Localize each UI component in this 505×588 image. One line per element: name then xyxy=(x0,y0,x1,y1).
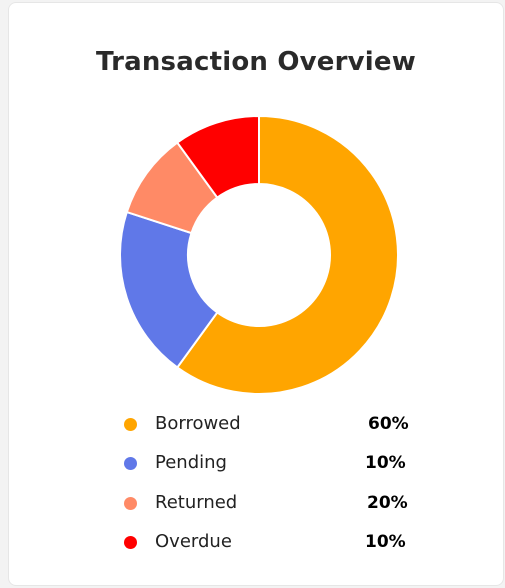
slice-overdue xyxy=(175,114,260,199)
legend-dot-returned xyxy=(124,497,137,510)
legend-label-overdue: Overdue xyxy=(155,531,232,552)
legend-item-returned: Returned 20% xyxy=(9,491,503,515)
slice-borrowed xyxy=(175,114,399,395)
chart-legend: Borrowed 60% Pending 10% Returned 20% Ov… xyxy=(9,3,503,585)
legend-value-pending: 10% xyxy=(365,453,406,473)
legend-label-returned: Returned xyxy=(155,492,238,513)
legend-label-borrowed: Borrowed xyxy=(155,413,241,434)
legend-dot-borrowed xyxy=(124,418,137,431)
legend-dot-pending xyxy=(124,457,137,470)
legend-value-overdue: 10% xyxy=(365,532,406,552)
legend-dot-overdue xyxy=(124,536,137,549)
donut-chart xyxy=(119,114,399,395)
legend-value-borrowed: 60% xyxy=(368,414,409,434)
chart-title: Transaction Overview xyxy=(96,47,416,77)
legend-item-overdue: Overdue 10% xyxy=(9,530,503,554)
legend-value-returned: 20% xyxy=(367,493,408,513)
legend-label-pending: Pending xyxy=(155,452,227,473)
transaction-overview-card: Transaction Overview Borrowed 60% Pendin… xyxy=(8,2,504,586)
legend-item-pending: Pending 10% xyxy=(9,451,503,475)
slice-pending xyxy=(119,210,219,369)
legend-item-borrowed: Borrowed 60% xyxy=(9,412,503,436)
